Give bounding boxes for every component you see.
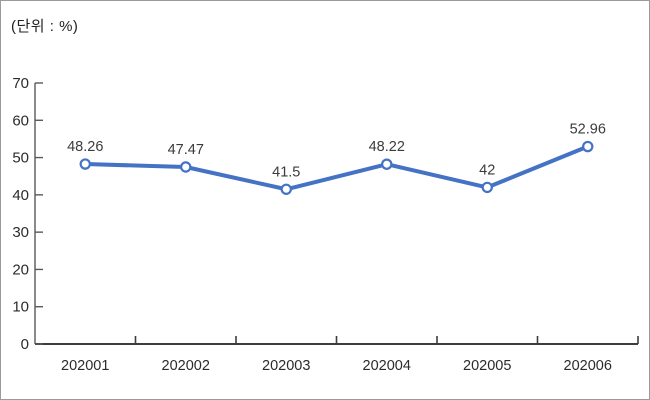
x-axis-category-label: 202004 xyxy=(363,358,411,374)
x-axis-category-label: 202005 xyxy=(463,358,511,374)
data-point-marker xyxy=(280,183,292,195)
y-axis-tick-label: 0 xyxy=(21,336,29,353)
series-line xyxy=(83,144,590,192)
y-axis-tick-label: 20 xyxy=(12,261,29,278)
x-axis-category-label: 202006 xyxy=(564,358,612,374)
data-point-marker xyxy=(381,158,393,170)
y-axis-tick-label: 30 xyxy=(12,224,29,241)
data-point-marker xyxy=(79,158,91,170)
y-axis-tick-label: 70 xyxy=(12,75,29,92)
data-point-label: 48.22 xyxy=(369,139,405,155)
x-axis-category-label: 202001 xyxy=(61,358,109,374)
y-axis-tick-label: 50 xyxy=(12,150,29,167)
data-point-label: 52.96 xyxy=(570,122,606,138)
data-point-label: 42 xyxy=(479,162,495,178)
data-point-label: 48.26 xyxy=(67,139,103,155)
y-axis-tick-label: 60 xyxy=(12,112,29,129)
data-point-label: 47.47 xyxy=(168,142,204,158)
x-axis-category-label: 202003 xyxy=(262,358,310,374)
y-axis-tick-label: 10 xyxy=(12,299,29,316)
x-axis-category-label: 202002 xyxy=(162,358,210,374)
data-point-marker xyxy=(180,161,192,173)
y-axis-tick-label: 40 xyxy=(12,187,29,204)
data-point-marker xyxy=(481,181,493,194)
data-point-marker xyxy=(582,140,594,153)
unit-label: (단위 : %) xyxy=(11,18,79,35)
data-point-label: 41.5 xyxy=(272,164,300,180)
